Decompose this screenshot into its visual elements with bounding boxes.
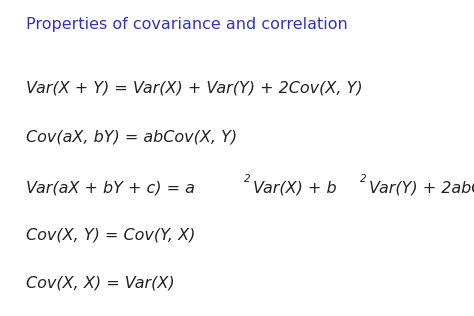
Text: Properties of covariance and correlation: Properties of covariance and correlation bbox=[26, 17, 348, 32]
Text: Cov(X, X) = Var(X): Cov(X, X) = Var(X) bbox=[26, 275, 175, 290]
Text: Var(X) + b: Var(X) + b bbox=[253, 180, 336, 196]
Text: Var(X + Y) = Var(X) + Var(Y) + 2Cov(X, Y): Var(X + Y) = Var(X) + Var(Y) + 2Cov(X, Y… bbox=[26, 81, 363, 96]
Text: 2: 2 bbox=[244, 174, 251, 184]
Text: 2: 2 bbox=[360, 174, 367, 184]
Text: Var(aX + bY + c) = a: Var(aX + bY + c) = a bbox=[26, 180, 195, 196]
Text: Var(Y) + 2abCov(X, Y): Var(Y) + 2abCov(X, Y) bbox=[369, 180, 474, 196]
Text: Cov(X, Y) = Cov(Y, X): Cov(X, Y) = Cov(Y, X) bbox=[26, 228, 195, 243]
Text: Cov(aX, bY) = abCov(X, Y): Cov(aX, bY) = abCov(X, Y) bbox=[26, 130, 237, 145]
